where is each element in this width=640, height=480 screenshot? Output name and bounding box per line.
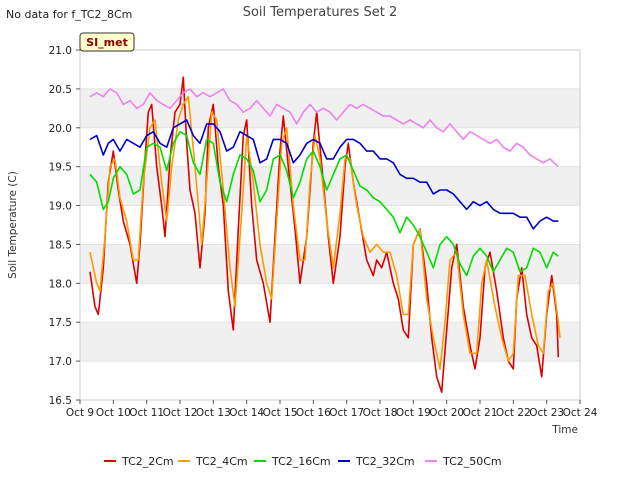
plot-background-bands: [80, 88, 580, 362]
badge-box: [79, 32, 135, 52]
legend-label: TC2_32Cm: [355, 455, 415, 468]
series-line-tc2-4cm: [89, 95, 561, 370]
y-tick-label: 16.5: [49, 395, 72, 407]
background-band: [80, 88, 580, 128]
x-tick-label: Oct 13: [196, 407, 231, 419]
series-line-tc2-50cm: [89, 88, 559, 168]
legend-item: TC2_2Cm: [104, 455, 174, 468]
x-tick-label: Oct 10: [96, 407, 131, 419]
x-axis-label: Time: [551, 424, 578, 436]
y-tick-label: 21.0: [49, 45, 72, 57]
series-line-tc2-16cm: [89, 130, 559, 277]
chart-title: Soil Temperatures Set 2: [243, 5, 398, 20]
x-tick-label: Oct 20: [429, 407, 464, 419]
y-tick-label: 19.5: [49, 162, 72, 174]
background-band: [80, 322, 580, 362]
plot-frame: [79, 49, 581, 401]
no-data-note: No data for f_TC2_8Cm: [6, 8, 132, 21]
background-band: [80, 166, 580, 206]
legend-item: TC2_4Cm: [178, 455, 248, 468]
y-tick-label: 18.0: [49, 278, 72, 290]
series-line-tc2-32cm: [89, 119, 559, 230]
badge-label: SI_met: [86, 36, 128, 49]
legend-label: TC2_4Cm: [195, 455, 248, 468]
legend-item: TC2_50Cm: [425, 455, 502, 468]
y-tick-label: 17.0: [49, 356, 72, 368]
y-tick-label: 18.5: [49, 239, 72, 251]
y-tick-label: 19.0: [49, 201, 72, 213]
x-tick-label: Oct 23: [529, 407, 564, 419]
series-layer: [89, 76, 561, 394]
y-axis-label: Soil Temperature (C): [7, 171, 19, 279]
x-tick-label: Oct 11: [129, 407, 164, 419]
series-line-tc2-2cm: [89, 76, 560, 394]
x-tick-label: Oct 19: [396, 407, 431, 419]
legend: TC2_2Cm TC2_4Cm TC2_16Cm TC2_32Cm TC2_50Cm: [104, 455, 502, 468]
legend-label: TC2_16Cm: [271, 455, 331, 468]
gridlines: [80, 49, 580, 401]
x-tick-label: Oct 14: [229, 407, 264, 419]
x-tick-label: Oct 15: [263, 407, 298, 419]
y-tick-label: 20.5: [49, 84, 72, 96]
y-tick-label: 20.0: [49, 123, 72, 135]
legend-item: TC2_32Cm: [338, 455, 415, 468]
x-tick-label: Oct 17: [329, 407, 364, 419]
y-tick-label: 17.5: [49, 317, 72, 329]
legend-item: TC2_16Cm: [254, 455, 331, 468]
x-tick-label: Oct 12: [163, 407, 198, 419]
x-tick-label: Oct 22: [496, 407, 531, 419]
x-tick-label: Oct 9: [66, 407, 94, 419]
y-axis-ticks: 16.5 17.0 17.5 18.0 18.5 19.0 19.5 20.0 20.5 21.0: [49, 45, 80, 407]
x-tick-label: Oct 18: [363, 407, 398, 419]
legend-label: TC2_2Cm: [121, 455, 174, 468]
x-tick-label: Oct 21: [463, 407, 498, 419]
legend-label: TC2_50Cm: [442, 455, 502, 468]
x-tick-label: Oct 24: [563, 407, 598, 419]
x-tick-label: Oct 16: [296, 407, 331, 419]
si-met-badge: SI_met: [79, 32, 135, 52]
